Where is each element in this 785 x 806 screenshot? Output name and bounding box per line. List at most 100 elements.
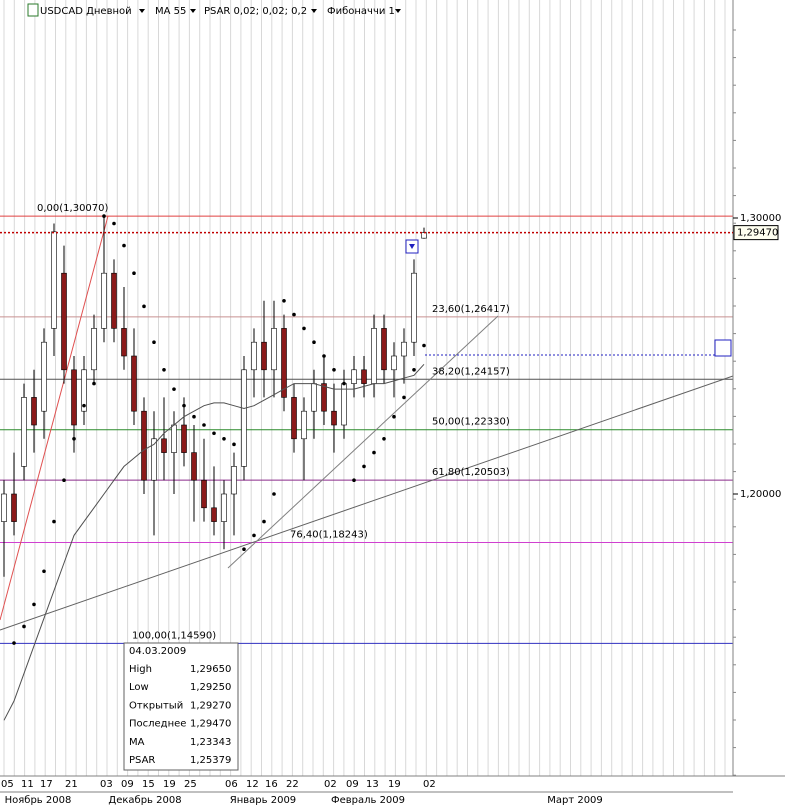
psar-dot: [192, 414, 196, 419]
candle-body: [231, 466, 237, 495]
month-label: Декабрь 2008: [108, 795, 181, 806]
date-axis: 05 11 17 21 03 09 15 19 25 06 12 16 22 0…: [1, 779, 603, 806]
psar-dot: [202, 423, 206, 427]
info-key: MA: [129, 737, 145, 748]
candle-body: [311, 383, 317, 412]
toolbar-item[interactable]: MA 55: [155, 6, 186, 17]
psar-dot: [212, 431, 216, 436]
ma-line: [3, 363, 425, 721]
candle-body: [131, 355, 137, 412]
info-key: Открытый: [129, 700, 183, 711]
trend-line: [0, 215, 109, 621]
candle-body: [21, 397, 27, 467]
candle-body: [71, 369, 77, 426]
toolbar: USDCAD Дневной MA 55 PSAR 0,02; 0,02; 0,…: [27, 3, 401, 17]
info-box: 04.03.2009 High 1,29650 Low 1,29250 Открытый…: [123, 642, 239, 771]
candle-body: [191, 452, 197, 481]
candle-body: [61, 272, 67, 371]
psar-dot: [82, 403, 86, 408]
psar-dot: [112, 221, 116, 226]
psar-dot: [162, 368, 166, 372]
psar-dot: [222, 437, 226, 441]
fib-label: 38,20(1,24157): [432, 366, 510, 377]
psar-dot: [72, 437, 76, 441]
psar-dot: [422, 343, 426, 348]
month-label: Ноябрь 2008: [5, 795, 72, 806]
psar-dot: [312, 340, 316, 345]
candle-body: [51, 231, 57, 329]
day-label: 16: [265, 779, 278, 790]
candle-body: [331, 410, 337, 426]
candle-body: [271, 328, 277, 371]
day-label: 11: [21, 779, 34, 790]
alert-icon[interactable]: [714, 339, 732, 357]
day-label: 02: [423, 779, 436, 790]
candle-body: [171, 424, 177, 453]
day-label: 06: [225, 779, 238, 790]
info-value: 1,29470: [190, 719, 231, 730]
candle-body: [151, 438, 157, 481]
psar-dot: [62, 478, 66, 483]
psar-dot: [402, 395, 406, 400]
psar-dot: [32, 602, 36, 607]
toolbar-item[interactable]: Фибоначчи 1: [327, 6, 395, 17]
candle-body: [391, 355, 397, 371]
candle-body: [141, 410, 147, 481]
toolbar-item[interactable]: USDCAD Дневной: [40, 6, 132, 17]
info-value: 1,29250: [190, 682, 231, 693]
candle-body: [111, 272, 117, 329]
info-value: 1,29270: [190, 700, 231, 711]
psar-dot: [372, 450, 376, 455]
psar-dot: [172, 387, 176, 391]
dropdown-arrow: [190, 9, 196, 13]
psar-dot: [272, 492, 276, 496]
day-label: 12: [246, 779, 259, 790]
candle-body: [261, 341, 267, 371]
day-label: 22: [286, 779, 299, 790]
candle-body: [201, 479, 207, 509]
candle-body: [121, 328, 127, 357]
fib-label: 76,40(1,18243): [290, 529, 368, 540]
psar-dot: [142, 304, 146, 309]
psar-dot: [102, 214, 106, 218]
day-label: 09: [121, 779, 134, 790]
day-label: 05: [1, 779, 14, 790]
day-label: 25: [184, 779, 197, 790]
psar-dot: [302, 326, 306, 331]
psar-dot: [52, 519, 56, 524]
candle-body: [381, 328, 387, 371]
candle-body: [401, 341, 407, 357]
trend-line: [0, 375, 734, 631]
dropdown-arrow: [311, 9, 317, 13]
psar-dot: [262, 519, 266, 524]
info-value: 1,23343: [190, 737, 231, 748]
psar-dot: [152, 340, 156, 345]
psar-dot: [342, 381, 346, 386]
fib-label: 50,00(1,22330): [432, 417, 510, 428]
dropdown-arrow: [395, 9, 401, 13]
candle-body: [251, 341, 257, 371]
psar-dot: [392, 414, 396, 419]
day-label: 13: [366, 779, 379, 790]
info-value: 1,25379: [190, 755, 231, 766]
psar-dot: [332, 368, 336, 372]
info-panel: [123, 642, 239, 771]
current-price-box: [733, 225, 779, 241]
candle-body: [31, 397, 37, 426]
current-price-label: 1,29470: [737, 228, 778, 239]
fib-label: 61,80(1,20503): [432, 467, 510, 478]
candle-body: [241, 369, 247, 467]
info-value: 1,29650: [190, 664, 231, 675]
candle-body: [221, 493, 227, 522]
psar-dot: [12, 641, 16, 645]
info-key: High: [129, 664, 152, 675]
candle-body: [411, 272, 417, 343]
psar-dot: [252, 533, 256, 538]
candle-body: [281, 328, 287, 398]
psar-dot: [282, 299, 286, 303]
toolbar-item[interactable]: PSAR 0,02; 0,02; 0,2: [204, 6, 307, 17]
psar-dot: [92, 381, 96, 386]
candle-body: [361, 369, 367, 384]
